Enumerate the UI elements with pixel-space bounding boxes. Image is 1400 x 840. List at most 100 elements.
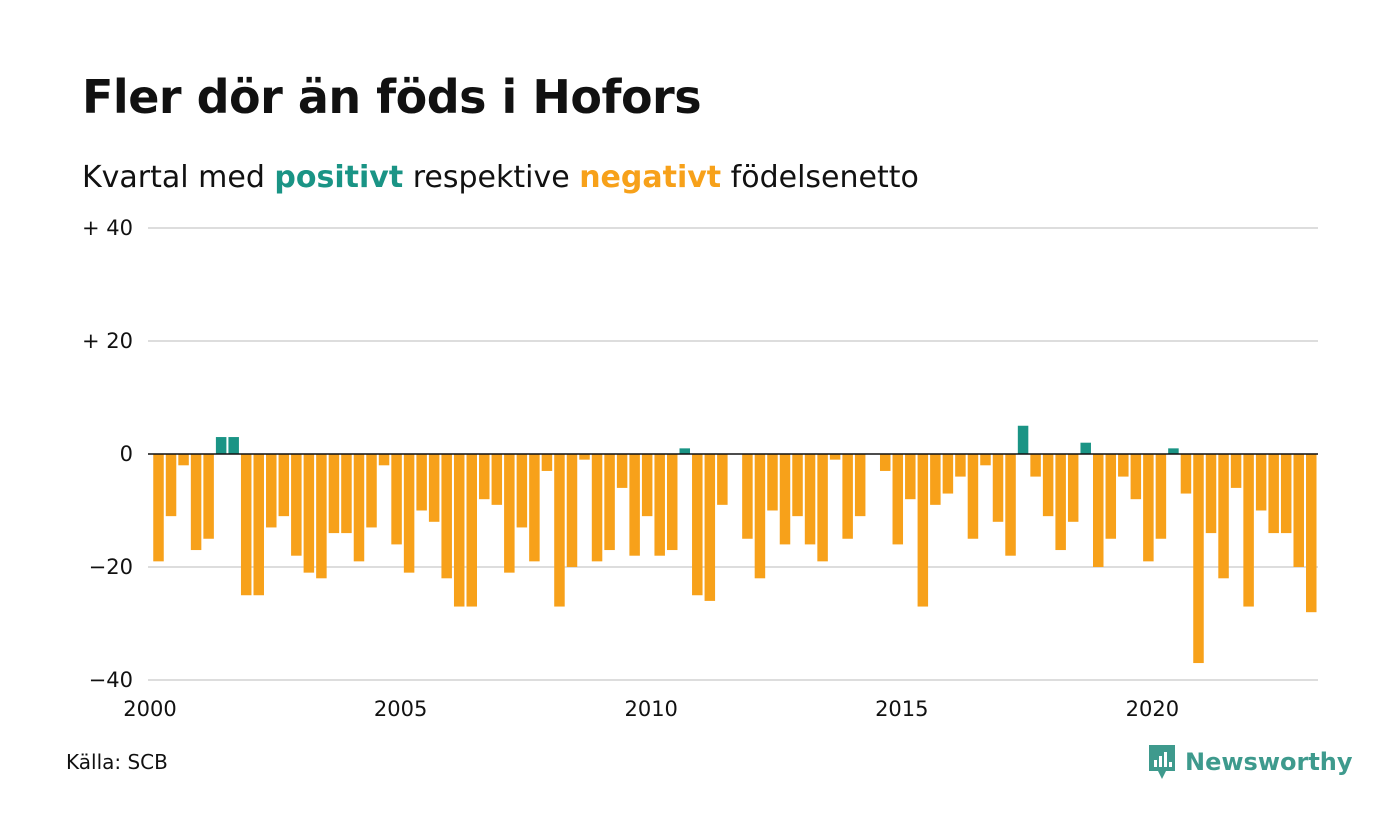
newsworthy-logo-icon bbox=[1149, 745, 1175, 779]
bar-negative bbox=[754, 454, 766, 579]
bar-negative bbox=[453, 454, 465, 607]
bar-negative bbox=[303, 454, 315, 573]
bar-negative bbox=[704, 454, 716, 601]
x-tick-label: 2020 bbox=[1126, 697, 1179, 721]
bar-negative bbox=[1230, 454, 1242, 488]
x-tick-label: 2005 bbox=[374, 697, 427, 721]
bar-negative bbox=[554, 454, 565, 607]
bar-negative bbox=[1030, 454, 1041, 477]
bar-negative bbox=[504, 454, 515, 573]
y-tick-label: 0 bbox=[120, 442, 133, 466]
bar-negative bbox=[1130, 454, 1142, 500]
bar-negative bbox=[1293, 454, 1304, 567]
subtitle-text: Kvartal med bbox=[82, 160, 275, 195]
bar-negative bbox=[579, 454, 590, 460]
bar-negative bbox=[529, 454, 540, 562]
subtitle-negative-word: negativt bbox=[579, 160, 722, 195]
bar-negative bbox=[291, 454, 302, 556]
bar-negative bbox=[1255, 454, 1267, 511]
bar-negative bbox=[1042, 454, 1054, 517]
bar-negative bbox=[403, 454, 415, 573]
bar-negative bbox=[316, 454, 327, 579]
bar-negative bbox=[992, 454, 1004, 522]
bar-negative bbox=[240, 454, 252, 596]
bar-negative bbox=[466, 454, 477, 607]
bar-negative bbox=[591, 454, 603, 562]
bar-negative bbox=[1093, 454, 1104, 567]
bar-positive bbox=[1080, 442, 1091, 454]
bar-negative bbox=[854, 454, 866, 517]
bar-negative bbox=[767, 454, 778, 511]
bar-negative bbox=[942, 454, 954, 494]
bar-negative bbox=[1143, 454, 1154, 562]
subtitle-text: födelsenetto bbox=[721, 160, 919, 195]
bar-negative bbox=[1306, 454, 1317, 613]
chart-subtitle: Kvartal med positivt respektive negativt… bbox=[82, 160, 919, 195]
bar-negative bbox=[353, 454, 365, 562]
bar-negative bbox=[967, 454, 979, 539]
bar-negative bbox=[1067, 454, 1079, 522]
bar-negative bbox=[416, 454, 427, 511]
bar-negative bbox=[1218, 454, 1229, 579]
bar-negative bbox=[541, 454, 553, 471]
bar-negative bbox=[178, 454, 189, 466]
bar-negative bbox=[566, 454, 578, 567]
bar-negative bbox=[779, 454, 791, 545]
bar-negative bbox=[153, 454, 164, 562]
bar-negative bbox=[1118, 454, 1129, 477]
axes: + 40 + 20 0 −20 −40 2000 2005 2010 2015 2020 bbox=[82, 216, 1318, 721]
bar-negative bbox=[892, 454, 904, 545]
brand-name: Newsworthy bbox=[1185, 748, 1353, 776]
bar-negative bbox=[441, 454, 452, 579]
bar-negative bbox=[616, 454, 628, 488]
bars bbox=[153, 425, 1317, 664]
bar-negative bbox=[203, 454, 214, 539]
bar-negative bbox=[742, 454, 753, 539]
chart-title: Fler dör än föds i Hofors bbox=[82, 70, 702, 124]
bar-negative bbox=[1105, 454, 1117, 539]
bar-negative bbox=[190, 454, 202, 551]
bar-negative bbox=[804, 454, 816, 545]
bar-negative bbox=[479, 454, 490, 500]
y-tick-label: + 40 bbox=[82, 216, 133, 240]
bar-negative bbox=[278, 454, 290, 517]
bar-negative bbox=[341, 454, 352, 534]
bar-negative bbox=[842, 454, 853, 539]
bar-negative bbox=[1005, 454, 1016, 556]
bar-negative bbox=[666, 454, 678, 551]
bar-negative bbox=[629, 454, 640, 556]
bar-negative bbox=[879, 454, 891, 471]
bar-negative bbox=[817, 454, 828, 562]
bar-negative bbox=[1205, 454, 1217, 534]
bar-negative bbox=[391, 454, 402, 545]
bar-negative bbox=[905, 454, 916, 500]
bar-negative bbox=[1055, 454, 1066, 551]
brand-logo: Newsworthy bbox=[1147, 743, 1353, 781]
x-tick-label: 2015 bbox=[875, 697, 928, 721]
bar-negative bbox=[604, 454, 615, 551]
subtitle-positive-word: positivt bbox=[274, 160, 404, 195]
bar-negative bbox=[378, 454, 390, 466]
y-tick-label: −20 bbox=[89, 555, 133, 579]
bar-negative bbox=[516, 454, 528, 528]
bar-negative bbox=[165, 454, 177, 517]
grid-lines bbox=[148, 227, 1318, 681]
source-note: Källa: SCB bbox=[66, 750, 168, 774]
bar-negative bbox=[654, 454, 665, 556]
bar-negative bbox=[1193, 454, 1204, 664]
bar-positive bbox=[215, 437, 227, 454]
bar-positive bbox=[1017, 425, 1029, 454]
x-tick-label: 2000 bbox=[123, 697, 176, 721]
bar-negative bbox=[266, 454, 277, 528]
y-tick-label: −40 bbox=[89, 668, 133, 692]
bar-negative bbox=[1280, 454, 1292, 534]
bar-negative bbox=[980, 454, 991, 466]
bar-negative bbox=[328, 454, 340, 534]
bar-negative bbox=[253, 454, 264, 596]
bar-negative bbox=[1243, 454, 1254, 607]
bar-negative bbox=[930, 454, 941, 505]
bar-negative bbox=[955, 454, 966, 477]
bar-negative bbox=[717, 454, 728, 505]
y-tick-label: + 20 bbox=[82, 329, 133, 353]
